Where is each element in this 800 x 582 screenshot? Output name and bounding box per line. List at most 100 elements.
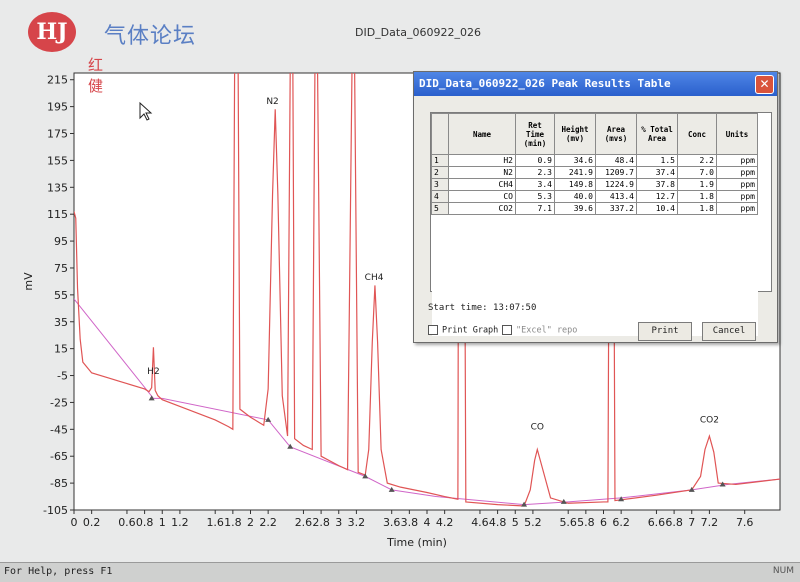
- empty-cell: [716, 248, 758, 259]
- x-tick-label: 1.2: [171, 516, 189, 529]
- y-tick-label: 35: [54, 316, 68, 329]
- row-number: 1: [431, 154, 449, 167]
- start-time-label: Start time:: [428, 303, 488, 313]
- empty-cell: [716, 303, 758, 314]
- cancel-button[interactable]: Cancel: [702, 322, 756, 341]
- empty-cell: [636, 237, 678, 248]
- empty-cell: [448, 270, 516, 281]
- column-header-conc[interactable]: Conc: [677, 113, 717, 155]
- empty-cell: [677, 303, 717, 314]
- column-header-ret-time[interactable]: Ret Time (min): [515, 113, 555, 155]
- empty-cell: [595, 292, 637, 303]
- cell-conc: 1.9: [677, 178, 717, 191]
- cell-area: 413.4: [595, 190, 637, 203]
- empty-cell: [431, 281, 449, 292]
- row-number: 3: [431, 178, 449, 191]
- empty-row: [431, 303, 758, 314]
- peak-label: CO2: [700, 416, 719, 426]
- cell-conc: 2.2: [677, 154, 717, 167]
- empty-cell: [677, 237, 717, 248]
- close-button[interactable]: ✕: [755, 75, 774, 94]
- table-row[interactable]: 3 CH4 3.4 149.8 1224.9 37.8 1.9 ppm: [431, 178, 758, 191]
- empty-cell: [595, 281, 637, 292]
- empty-cell: [595, 214, 637, 226]
- x-tick-label: 2.2: [259, 516, 277, 529]
- empty-cell: [515, 325, 555, 336]
- column-header-area[interactable]: Area (mvs): [595, 113, 637, 155]
- x-tick-label: 3.8: [401, 516, 419, 529]
- empty-cell: [636, 303, 678, 314]
- empty-cell: [677, 248, 717, 259]
- cell-conc: 1.8: [677, 190, 717, 203]
- empty-cell: [716, 259, 758, 270]
- excel-report-checkbox[interactable]: "Excel" repo: [502, 325, 577, 336]
- checkbox-box[interactable]: [428, 325, 438, 335]
- empty-cell: [554, 281, 596, 292]
- x-tick-label: 6.2: [612, 516, 630, 529]
- table-row[interactable]: 5 CO2 7.1 39.6 337.2 10.4 1.8 ppm: [431, 202, 758, 215]
- status-bar: For Help, press F1 NUM: [0, 562, 800, 582]
- row-number: 4: [431, 190, 449, 203]
- y-tick-label: -5: [57, 370, 68, 383]
- x-axis-label: Time (min): [386, 536, 447, 549]
- print-graph-checkbox[interactable]: Print Graph: [428, 325, 498, 336]
- cell-pct-area: 37.4: [636, 166, 678, 179]
- cell-name: N2: [448, 166, 516, 179]
- start-time: Start time: 13:07:50: [428, 303, 536, 313]
- empty-cell: [515, 259, 555, 270]
- peak-label: H2: [147, 367, 160, 377]
- close-icon: ✕: [759, 77, 770, 91]
- empty-cell: [554, 237, 596, 248]
- empty-row: [431, 248, 758, 259]
- empty-cell: [515, 226, 555, 237]
- empty-cell: [515, 314, 555, 325]
- checkbox-box[interactable]: [502, 325, 512, 335]
- empty-cell: [431, 314, 449, 325]
- x-tick-label: 1: [159, 516, 166, 529]
- empty-cell: [595, 314, 637, 325]
- cell-name: CO: [448, 190, 516, 203]
- empty-cell: [431, 237, 449, 248]
- integration-marker: [618, 496, 625, 502]
- empty-cell: [595, 270, 637, 281]
- empty-cell: [677, 214, 717, 226]
- status-indicator: NUM: [772, 566, 794, 576]
- x-tick-label: 0: [71, 516, 78, 529]
- table-row[interactable]: 1 H2 0.9 34.6 48.4 1.5 2.2 ppm: [431, 154, 758, 167]
- y-tick-label: 15: [54, 343, 68, 356]
- integration-marker: [362, 473, 369, 479]
- empty-cell: [554, 248, 596, 259]
- logo-badge: HJ: [28, 12, 76, 52]
- x-tick-label: 5.8: [577, 516, 595, 529]
- empty-cell: [431, 270, 449, 281]
- forum-name-watermark: 气体论坛: [104, 24, 197, 49]
- dialog-titlebar[interactable]: DID_Data_060922_026 Peak Results Table ✕: [414, 72, 777, 96]
- empty-row: [431, 214, 758, 226]
- empty-cell: [448, 303, 516, 314]
- column-header-units[interactable]: Units: [716, 113, 758, 155]
- integration-marker: [388, 486, 395, 492]
- peak-results-dialog: DID_Data_060922_026 Peak Results Table ✕…: [413, 71, 778, 343]
- peak-label: CH4: [365, 273, 384, 283]
- empty-cell: [636, 248, 678, 259]
- empty-cell: [595, 237, 637, 248]
- cell-height: 241.9: [554, 166, 596, 179]
- cell-height: 40.0: [554, 190, 596, 203]
- empty-cell: [636, 226, 678, 237]
- empty-cell: [554, 270, 596, 281]
- x-tick-label: 5: [512, 516, 519, 529]
- table-row[interactable]: 2 N2 2.3 241.9 1209.7 37.4 7.0 ppm: [431, 166, 758, 179]
- cell-name: CO2: [448, 202, 516, 215]
- empty-cell: [515, 303, 555, 314]
- print-button[interactable]: Print: [638, 322, 692, 341]
- empty-cell: [448, 214, 516, 226]
- row-number-header: [431, 113, 449, 155]
- empty-cell: [448, 281, 516, 292]
- column-header-pct-area[interactable]: % Total Area: [636, 113, 678, 155]
- cell-height: 149.8: [554, 178, 596, 191]
- table-row[interactable]: 4 CO 5.3 40.0 413.4 12.7 1.8 ppm: [431, 190, 758, 203]
- column-header-name[interactable]: Name: [448, 113, 516, 155]
- x-tick-label: 0.8: [136, 516, 154, 529]
- column-header-height[interactable]: Height (mv): [554, 113, 596, 155]
- empty-cell: [431, 292, 449, 303]
